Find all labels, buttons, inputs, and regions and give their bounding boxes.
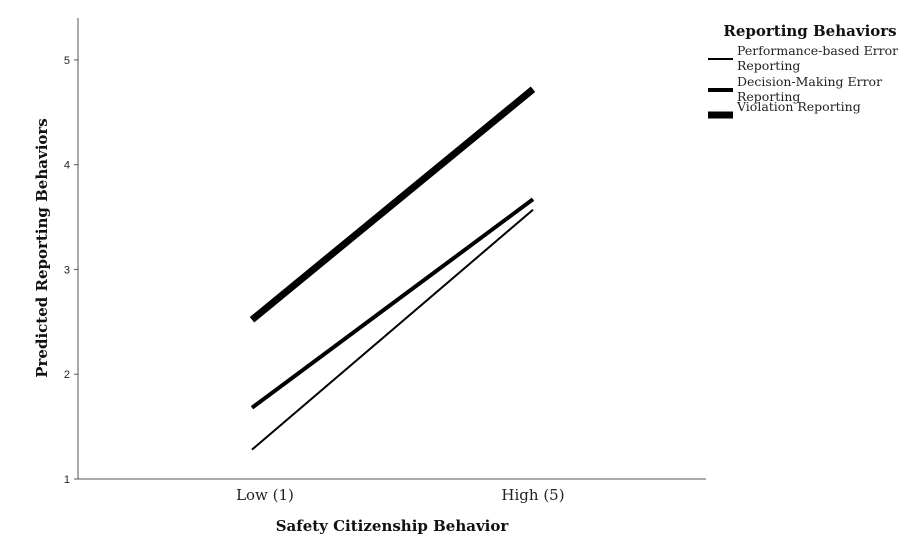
x-category-label: High (5) — [501, 486, 564, 504]
y-tick-label: 1 — [64, 474, 70, 486]
legend-label: Reporting — [737, 58, 800, 73]
legend-label: Decision-Making Error — [737, 74, 882, 89]
y-axis-title: Predicted Reporting Behaviors — [33, 118, 51, 378]
series-line-3 — [249, 86, 536, 323]
legend: Reporting Behaviors Performance-based Er… — [708, 22, 898, 119]
axes — [77, 18, 706, 480]
legend-label: Reporting — [737, 89, 800, 104]
series-line-1 — [251, 208, 534, 451]
series-line-2 — [250, 197, 535, 410]
series-lines — [249, 86, 536, 451]
legend-title: Reporting Behaviors — [723, 22, 896, 40]
y-tick-label: 2 — [64, 369, 70, 381]
y-tick-label: 3 — [64, 264, 70, 276]
x-categories: Low (1) High (5) — [236, 486, 565, 504]
legend-label: Violation Reporting — [736, 99, 861, 114]
y-tick-label: 5 — [64, 55, 70, 67]
x-axis-title: Safety Citizenship Behavior — [276, 517, 510, 535]
x-category-label: Low (1) — [236, 486, 294, 504]
legend-label: Performance-based Error — [737, 43, 898, 58]
y-tick-label: 4 — [64, 160, 70, 172]
y-ticks: 1 2 3 4 5 — [64, 55, 78, 486]
